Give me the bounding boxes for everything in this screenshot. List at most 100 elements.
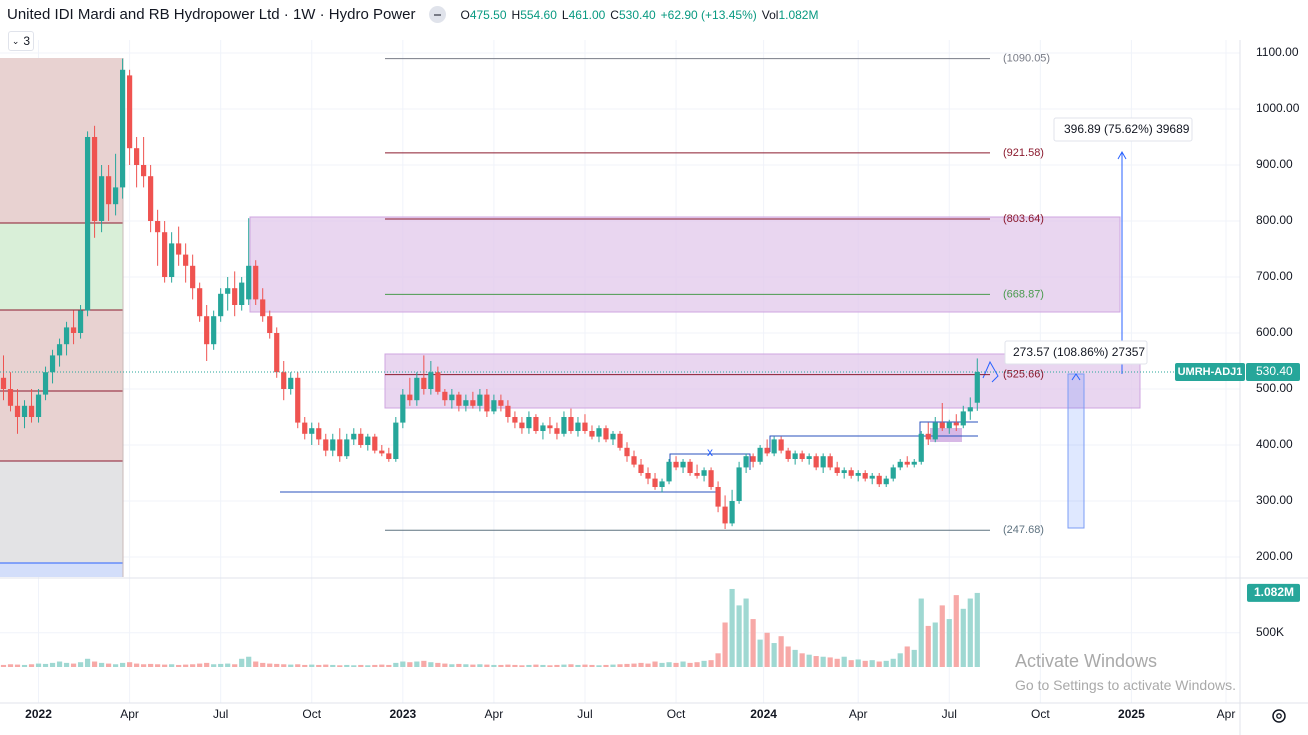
x-tick-label: Apr [849,707,868,721]
candle-body [603,428,609,440]
candle-body [218,293,224,317]
candle-body [330,439,336,451]
volume-bar [169,664,175,667]
volume-bar [119,662,126,667]
ohlc-key: L [561,7,569,22]
volume-bar [316,664,322,667]
volume-bar [56,661,63,667]
x-tick-label: Jul [577,707,592,721]
ohlc-value: 554.60 [520,7,557,22]
volume-bar [554,664,560,667]
candle-body [232,288,238,305]
level-label: (803.64) [1003,213,1044,225]
candle-body [834,467,840,474]
candle-body [134,148,140,165]
ohlc-key: H [511,7,521,22]
y-tick-label: 500.00 [1256,381,1293,395]
candle-body [491,400,497,412]
gear [1272,709,1286,723]
volume-bar [659,662,665,667]
volume-bar [155,664,161,667]
change: +62.90 (+13.45%) [660,7,757,22]
candle-body [806,456,812,460]
candle-body [750,456,756,462]
zone [0,310,123,461]
price-badge-label: 530.40 [1256,364,1293,378]
volume-bar [288,664,294,667]
volume-tick-label: 500K [1256,625,1284,639]
volume-bar [190,664,196,667]
x-tick-label: 2023 [389,707,416,721]
candle-body [91,136,98,221]
volume-bar [0,664,7,667]
candle-body [309,428,315,434]
x-tick-label: Apr [1217,707,1236,721]
candle-body [400,394,406,423]
collapse-dropdown[interactable]: ⌄ 3 [8,31,34,51]
candle-body [344,439,350,457]
volume-bar [127,662,133,667]
volume-bar [869,660,875,667]
candle-body [778,439,784,451]
candle-body [386,453,392,460]
settings-button[interactable] [1272,709,1286,723]
price-badge [1246,362,1300,381]
candle-body [512,417,518,423]
volume-bar [239,658,245,667]
projection-arrow [982,360,999,383]
time-axis [0,703,1240,735]
volume-bar [274,663,280,667]
volume-bar [505,664,511,667]
candle-body [631,456,637,465]
candle-body [855,473,861,476]
volume-bar [112,664,119,667]
volume-bar [771,643,777,667]
candle-body [694,473,700,476]
volume-bar [904,646,910,667]
candle-body [911,461,917,465]
candle-body [105,176,112,205]
volume-bar [617,664,623,667]
supply-zone [249,216,1121,313]
volume-bar [806,654,812,667]
volume-bar [218,663,224,667]
hide-button[interactable] [429,6,447,23]
candle-body [211,316,217,345]
volume-bar [281,664,287,667]
chevron: ⌄ [11,35,20,46]
candle-body [316,428,322,440]
candle-body [84,136,91,311]
candle-body [428,372,434,390]
ohlc-key: O [460,7,470,22]
volume-bar [785,646,791,667]
volume-bar [330,664,336,667]
candle-body [701,470,707,476]
candle-body [442,391,448,401]
x-tick-label: Apr [485,707,504,721]
candle-body [687,461,693,474]
candle-body [967,407,973,412]
level-label: (921.58) [1003,147,1044,159]
symbol-badge [1175,362,1245,381]
candle-body [939,422,945,429]
volume-bar [442,663,448,667]
volume-bar [477,664,483,667]
watermark-title: Activate Windows [1015,651,1158,671]
annotation: 273.57 (108.86%) 27357 [1013,345,1145,359]
volume-bar [813,656,819,667]
arrow-head [1071,373,1081,381]
annotation: 396.89 (75.62%) 39689 [1064,122,1190,136]
candle-body [554,428,560,434]
candle-body [0,377,7,390]
volume-bar [309,664,315,667]
volume-bar [211,664,217,667]
volume-bar [372,664,378,667]
volume-bar [624,663,630,667]
volume-bar [63,662,70,667]
candle-body [659,481,665,488]
y-tick-label: 700.00 [1256,269,1293,283]
volume-bar [267,663,273,667]
volume-bar [666,662,672,667]
candle-body [421,377,427,390]
